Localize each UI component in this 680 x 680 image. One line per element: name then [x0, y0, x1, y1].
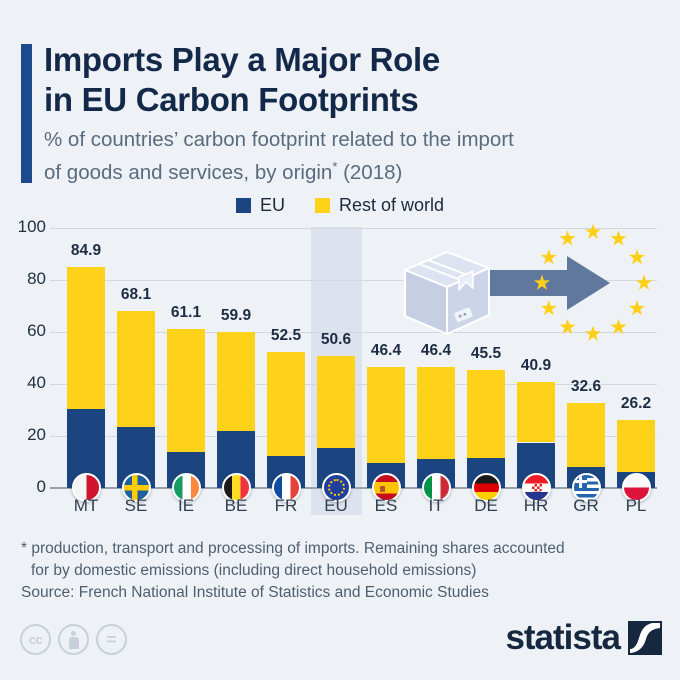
bar-segment-rest [517, 381, 555, 443]
country-flag-ie-icon [171, 473, 201, 502]
bar-segment-rest [167, 329, 205, 452]
country-flag-se-icon [121, 473, 151, 502]
source-line: Source: French National Institute of Sta… [21, 584, 489, 601]
bar-segment-rest [67, 267, 105, 409]
package-export-illustration [404, 223, 653, 341]
country-label: HR [523, 496, 549, 515]
bar-segment-rest [467, 369, 505, 459]
country-flag-es-icon [371, 473, 401, 502]
country-flag-mt-icon [71, 473, 101, 502]
bar-segment-rest [317, 356, 355, 448]
y-axis-label: 20 [27, 425, 46, 444]
footnote-line-2: for by domestic emissions (including dir… [31, 561, 477, 579]
bar-segment-rest [117, 310, 155, 427]
bar-value-label: 61.1 [170, 304, 202, 322]
country-label: EU [324, 496, 348, 515]
bar-segment-rest [567, 403, 605, 468]
legend-item-rest-of-world: Rest of world [314, 195, 445, 216]
country-label: IE [177, 496, 195, 515]
y-axis-label: 60 [27, 321, 46, 340]
subtitle-line-1: % of countries’ carbon footprint related… [44, 128, 514, 151]
y-axis-label: 0 [36, 477, 46, 496]
country-flag-be-icon [221, 473, 251, 502]
country-flag-pl-icon [621, 473, 651, 502]
country-flag-de-icon [471, 473, 501, 502]
gridline [50, 227, 657, 229]
page-title: Imports Play a Major Role in EU Carbon F… [44, 40, 440, 120]
bar-segment-rest [217, 332, 255, 431]
bar-value-label: 68.1 [120, 285, 152, 303]
y-axis-label: 40 [27, 373, 46, 392]
title-accent-bar [21, 44, 32, 183]
bar-value-label: 52.5 [270, 326, 302, 344]
bar-segment-rest [417, 367, 455, 460]
country-flag-fr-icon [271, 473, 301, 502]
country-label: PL [625, 496, 647, 515]
title-line-1: Imports Play a Major Role [44, 41, 440, 78]
package-box-icon [404, 251, 490, 335]
country-flag-gr-icon [571, 473, 601, 502]
gridline [50, 487, 657, 489]
country-flag-hr-icon [521, 473, 551, 502]
statista-logo: statista [505, 618, 662, 658]
statista-logo-icon [628, 621, 662, 655]
country-label: IT [428, 496, 444, 515]
bar-value-label: 46.4 [420, 342, 452, 360]
legend-swatch-rest-icon [314, 198, 330, 213]
statista-wordmark: statista [505, 618, 621, 657]
country-label: DE [474, 496, 498, 515]
chart-subtitle: % of countries’ carbon footprint related… [44, 126, 514, 186]
gridline [50, 331, 657, 333]
subtitle-line-2: of goods and services, by origin* (2018) [44, 159, 403, 184]
footnote: * production, transport and processing o… [21, 538, 565, 581]
legend-label-rest: Rest of world [338, 195, 445, 215]
country-label: FR [274, 496, 298, 515]
person-icon [68, 630, 79, 649]
country-label: GR [573, 496, 599, 515]
country-flag-eu-icon [321, 473, 351, 502]
bar-value-label: 46.4 [370, 342, 402, 360]
country-flag-it-icon [421, 473, 451, 502]
legend-label-eu: EU [259, 195, 285, 215]
y-axis-label: 80 [27, 269, 46, 288]
bar-value-label: 32.6 [570, 378, 602, 396]
cc-icon: cc [20, 624, 51, 655]
country-label: MT [73, 496, 99, 515]
country-label: BE [224, 496, 248, 515]
chart-legend: EU Rest of world [0, 195, 680, 216]
bar-value-label: 84.9 [70, 242, 102, 260]
bar-value-label: 40.9 [520, 356, 552, 374]
y-axis-label: 100 [17, 217, 46, 236]
country-label: ES [374, 496, 398, 515]
arrow-icon [485, 256, 610, 310]
bar-value-label: 50.6 [320, 331, 352, 349]
legend-swatch-eu-icon [235, 198, 251, 213]
bar-value-label: 26.2 [620, 394, 652, 412]
cc-attribution-icon [58, 624, 89, 655]
bar-value-label: 59.9 [220, 307, 252, 325]
title-line-2: in EU Carbon Footprints [44, 81, 419, 118]
country-label: SE [124, 496, 148, 515]
cc-nd-icon: = [96, 624, 127, 655]
bar-segment-rest [367, 367, 405, 464]
footnote-asterisk: * [332, 159, 338, 174]
gridline [50, 279, 657, 281]
bar-segment-rest [267, 351, 305, 456]
bar-value-label: 45.5 [470, 344, 502, 362]
bar-segment-rest [617, 419, 655, 473]
creative-commons-icons: cc = [20, 624, 127, 655]
legend-item-eu: EU [235, 195, 285, 216]
footnote-line-1: * production, transport and processing o… [21, 540, 565, 557]
